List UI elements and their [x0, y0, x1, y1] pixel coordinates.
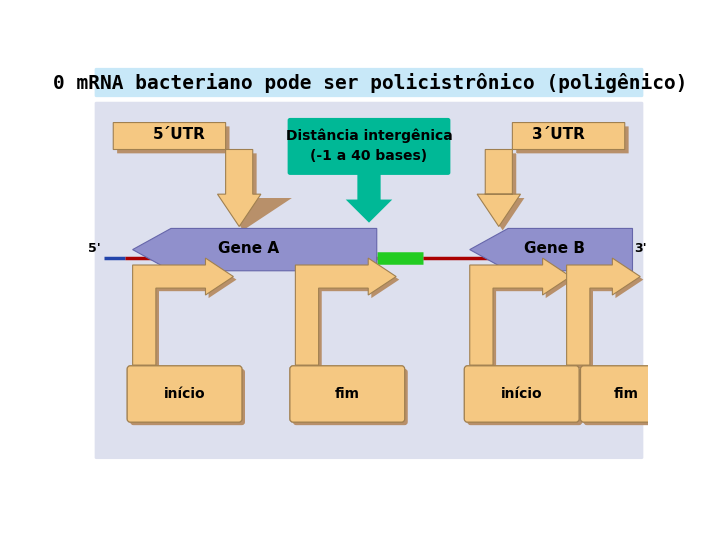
Text: início: início	[501, 387, 542, 401]
FancyBboxPatch shape	[94, 102, 644, 459]
Polygon shape	[346, 173, 392, 222]
Polygon shape	[132, 228, 377, 271]
FancyBboxPatch shape	[94, 68, 644, 97]
Polygon shape	[136, 261, 236, 368]
Text: 0 mRNA bacteriano pode ser policistrônico (poligênico): 0 mRNA bacteriano pode ser policistrônic…	[53, 72, 688, 92]
FancyBboxPatch shape	[290, 366, 405, 422]
Text: Distância intergênica
(-1 a 40 bases): Distância intergênica (-1 a 40 bases)	[286, 129, 452, 163]
Text: fim: fim	[335, 387, 360, 401]
Text: 5': 5'	[88, 242, 101, 255]
Text: Gene A: Gene A	[218, 240, 279, 255]
FancyBboxPatch shape	[580, 366, 672, 422]
Bar	[594, 253, 608, 263]
FancyBboxPatch shape	[467, 369, 582, 425]
Polygon shape	[570, 261, 644, 368]
Polygon shape	[469, 258, 570, 365]
Text: 3´UTR: 3´UTR	[532, 126, 585, 141]
Polygon shape	[473, 261, 574, 368]
Polygon shape	[132, 258, 233, 365]
Polygon shape	[299, 261, 399, 368]
Polygon shape	[469, 228, 632, 271]
FancyBboxPatch shape	[293, 369, 408, 425]
FancyBboxPatch shape	[584, 369, 675, 425]
Polygon shape	[567, 258, 640, 365]
FancyBboxPatch shape	[287, 118, 451, 175]
Text: início: início	[163, 387, 205, 401]
Polygon shape	[113, 123, 261, 226]
Polygon shape	[477, 123, 625, 226]
FancyBboxPatch shape	[464, 366, 579, 422]
Text: Gene B: Gene B	[524, 240, 585, 255]
Text: 5´UTR: 5´UTR	[153, 126, 206, 141]
FancyBboxPatch shape	[130, 369, 245, 425]
Polygon shape	[481, 126, 629, 231]
Polygon shape	[117, 126, 292, 231]
Text: 3': 3'	[634, 242, 647, 255]
Polygon shape	[295, 258, 396, 365]
Text: fim: fim	[614, 387, 639, 401]
FancyBboxPatch shape	[127, 366, 242, 422]
